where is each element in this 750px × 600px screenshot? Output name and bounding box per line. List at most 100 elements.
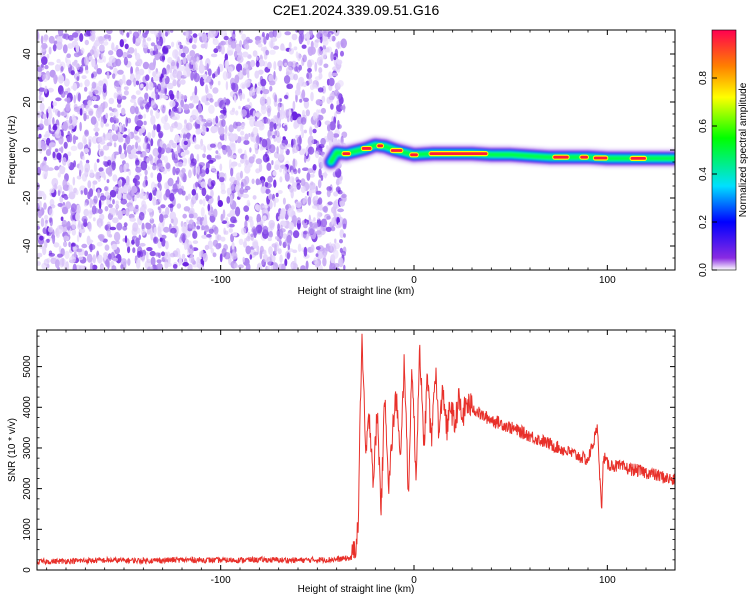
noise-speckle bbox=[326, 186, 333, 192]
noise-speckle bbox=[205, 127, 209, 132]
noise-speckle bbox=[238, 92, 243, 99]
noise-speckle bbox=[140, 160, 148, 171]
noise-speckle bbox=[54, 64, 61, 72]
noise-speckle bbox=[39, 102, 45, 112]
spectrogram-ticks: -100 0 100 40 20 0 -20 -40 bbox=[22, 30, 675, 286]
noise-speckle bbox=[121, 209, 127, 215]
noise-speckle bbox=[135, 141, 139, 149]
noise-speckle bbox=[87, 191, 91, 200]
noise-speckle bbox=[117, 69, 124, 75]
noise-speckle bbox=[138, 68, 145, 76]
noise-speckle bbox=[172, 264, 178, 269]
noise-speckle bbox=[284, 144, 288, 152]
noise-speckle bbox=[156, 259, 162, 264]
noise-speckle bbox=[332, 66, 339, 72]
noise-speckle bbox=[129, 105, 136, 115]
noise-speckle bbox=[269, 49, 276, 55]
noise-speckle bbox=[142, 61, 150, 70]
noise-speckle bbox=[57, 202, 63, 207]
noise-speckle bbox=[68, 184, 73, 194]
noise-speckle bbox=[112, 73, 116, 79]
noise-speckle bbox=[37, 31, 40, 40]
noise-speckle bbox=[302, 148, 306, 155]
noise-speckle bbox=[43, 258, 50, 266]
noise-speckle bbox=[68, 133, 73, 143]
noise-speckle bbox=[252, 127, 259, 136]
noise-speckle bbox=[108, 97, 115, 105]
noise-speckle bbox=[84, 202, 88, 207]
noise-speckle bbox=[37, 261, 41, 266]
noise-speckle bbox=[104, 206, 109, 212]
noise-speckle bbox=[88, 222, 92, 232]
noise-speckle bbox=[171, 41, 175, 48]
noise-speckle bbox=[218, 143, 221, 151]
noise-speckle bbox=[113, 231, 121, 242]
noise-speckle bbox=[138, 234, 141, 241]
noise-speckle bbox=[42, 113, 47, 120]
noise-speckle bbox=[115, 58, 122, 67]
noise-speckle bbox=[135, 52, 141, 61]
noise-speckle bbox=[108, 203, 113, 208]
noise-speckle bbox=[212, 87, 219, 94]
noise-speckle bbox=[92, 217, 96, 222]
noise-speckle bbox=[227, 66, 234, 73]
noise-speckle bbox=[117, 103, 122, 108]
noise-speckle bbox=[70, 70, 75, 76]
noise-speckle bbox=[177, 184, 182, 189]
noise-speckle bbox=[315, 253, 319, 257]
noise-speckle bbox=[278, 65, 282, 72]
noise-speckle bbox=[307, 146, 315, 155]
noise-speckle bbox=[190, 71, 194, 81]
noise-speckle bbox=[119, 39, 125, 48]
noise-speckle bbox=[250, 59, 256, 68]
noise-speckle bbox=[318, 251, 323, 260]
noise-speckle bbox=[237, 163, 242, 168]
noise-speckle bbox=[199, 217, 203, 226]
noise-speckle bbox=[326, 189, 331, 198]
noise-speckle bbox=[155, 109, 160, 119]
noise-speckle bbox=[242, 51, 249, 58]
noise-speckle bbox=[66, 53, 71, 59]
noise-speckle bbox=[95, 171, 100, 180]
noise-speckle bbox=[113, 126, 118, 131]
noise-speckle bbox=[89, 49, 95, 56]
noise-speckle bbox=[321, 95, 326, 103]
noise-speckle bbox=[213, 208, 218, 218]
noise-speckle bbox=[171, 122, 179, 129]
noise-speckle bbox=[66, 220, 71, 231]
signal-red-hotspot bbox=[342, 152, 351, 155]
noise-speckle bbox=[118, 180, 122, 188]
noise-speckle bbox=[122, 51, 128, 59]
noise-speckle bbox=[83, 148, 90, 154]
noise-speckle bbox=[125, 207, 130, 217]
noise-speckle bbox=[148, 81, 154, 91]
noise-speckle bbox=[244, 104, 251, 110]
noise-speckle bbox=[162, 32, 165, 37]
noise-speckle bbox=[303, 97, 309, 103]
noise-speckle bbox=[298, 64, 303, 71]
noise-speckle bbox=[291, 33, 298, 41]
noise-speckle bbox=[252, 228, 258, 236]
noise-speckle bbox=[92, 180, 98, 185]
noise-speckle bbox=[141, 41, 149, 49]
noise-speckle bbox=[311, 138, 315, 145]
noise-speckle bbox=[303, 230, 308, 235]
noise-speckle bbox=[269, 135, 273, 140]
noise-speckle bbox=[150, 42, 156, 47]
noise-speckle bbox=[314, 151, 320, 159]
noise-speckle bbox=[335, 168, 342, 178]
x-tick-label: 0 bbox=[411, 575, 417, 586]
noise-speckle bbox=[132, 247, 136, 254]
noise-speckle bbox=[180, 172, 187, 182]
noise-speckle bbox=[119, 122, 122, 133]
noise-speckle bbox=[94, 48, 100, 58]
noise-speckle bbox=[105, 167, 113, 175]
noise-speckle bbox=[82, 155, 85, 161]
signal-red-hotspot bbox=[377, 144, 384, 148]
noise-speckle bbox=[123, 163, 127, 173]
noise-speckle bbox=[277, 111, 281, 119]
noise-speckle bbox=[97, 143, 101, 150]
noise-speckle bbox=[98, 167, 104, 173]
noise-speckle bbox=[62, 191, 65, 195]
noise-speckle bbox=[247, 98, 250, 103]
